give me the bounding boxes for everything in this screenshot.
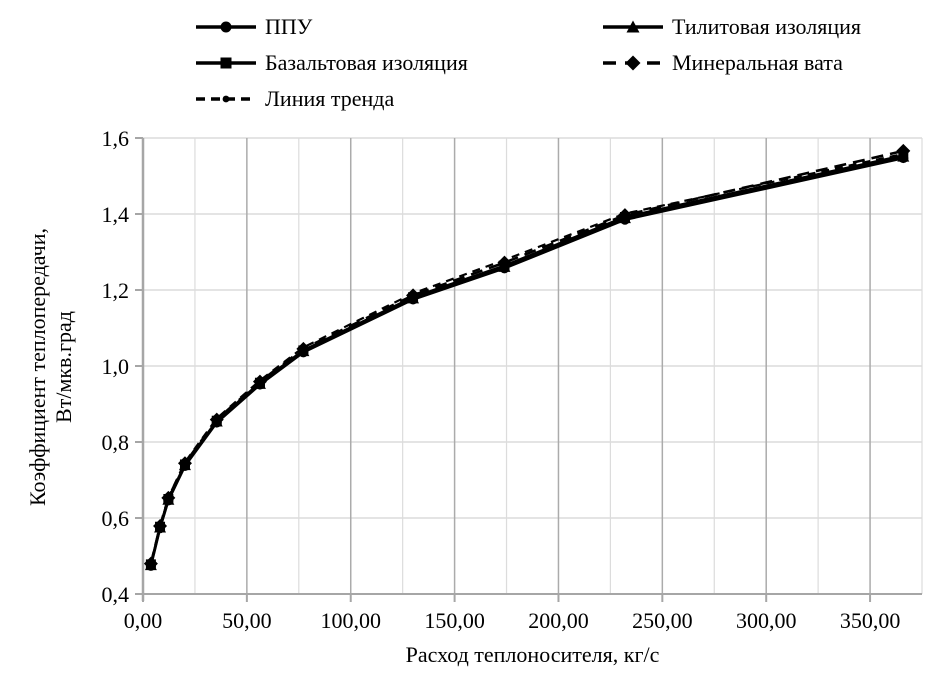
series-marker-diamond: [252, 374, 267, 389]
series-marker-diamond: [625, 55, 641, 71]
x-tick-label: 150,00: [424, 608, 485, 633]
series-marker-diamond: [143, 556, 158, 571]
legend-item-1: Тилитовая изоляция: [602, 12, 861, 42]
series-marker-diamond: [161, 490, 176, 505]
series-line-4: [149, 152, 904, 567]
legend-item-4: Линия тренда: [195, 84, 394, 114]
y-tick-label: 0,6: [102, 506, 130, 531]
y-tick-label: 1,2: [102, 278, 130, 303]
x-tick-label: 250,00: [632, 608, 693, 633]
y-axis-title: Коэффициент теплопередачи, Вт/мкв.град: [25, 137, 79, 597]
y-tick-label: 1,0: [102, 354, 130, 379]
series-marker-triangle: [626, 20, 640, 33]
series-marker-diamond: [497, 255, 512, 270]
legend-triangle-marker-icon: [603, 20, 663, 33]
series-line-2: [149, 154, 904, 565]
legend-item-label: Минеральная вата: [672, 50, 843, 75]
series-line-3: [149, 149, 904, 564]
series-marker-diamond: [209, 412, 224, 427]
series-line-1: [149, 155, 904, 566]
legend-diamond-marker-icon: [603, 55, 663, 71]
series-marker-diamond: [153, 518, 168, 533]
legend-dot-marker-icon: [196, 95, 256, 103]
series-marker-square: [220, 57, 232, 69]
legend-item-label: ППУ: [265, 14, 313, 39]
chart-legend: ППУ Тилитовая изоляция Базальтовая изоляци…: [0, 0, 926, 120]
legend-item-2: Базальтовая изоляция: [195, 48, 468, 78]
x-tick-label: 0,00: [124, 608, 163, 633]
series-marker-circle: [220, 21, 232, 33]
x-tick-label: 350,00: [840, 608, 901, 633]
y-tick-label: 0,8: [102, 430, 130, 455]
y-tick-label: 1,6: [102, 126, 130, 151]
x-axis-title: Расход теплоносителя, кг/с: [405, 642, 660, 667]
y-tick-label: 0,4: [102, 582, 130, 607]
series-line-0: [149, 156, 904, 567]
legend-item-label: Линия тренда: [265, 86, 395, 111]
y-tick-label: 1,4: [102, 202, 130, 227]
series-marker-dot: [222, 95, 230, 103]
series-marker-diamond: [617, 208, 632, 223]
legend-item-label: Базальтовая изоляция: [265, 50, 468, 75]
x-tick-label: 100,00: [320, 608, 381, 633]
x-tick-label: 300,00: [736, 608, 797, 633]
series-marker-diamond: [296, 341, 311, 356]
legend-circle-marker-icon: [196, 21, 256, 33]
series-marker-diamond: [896, 143, 911, 158]
series-marker-diamond: [177, 456, 192, 471]
legend-item-3: Минеральная вата: [602, 48, 843, 78]
y-axis-title-line2: Вт/мкв.град: [51, 311, 76, 423]
x-tick-label: 200,00: [528, 608, 589, 633]
y-axis-title-line1: Коэффициент теплопередачи,: [25, 227, 50, 507]
legend-item-0: ППУ: [195, 12, 312, 42]
legend-item-label: Тилитовая изоляция: [672, 14, 862, 39]
legend-square-marker-icon: [196, 57, 256, 69]
series-marker-diamond: [406, 288, 421, 303]
x-tick-label: 50,00: [222, 608, 272, 633]
